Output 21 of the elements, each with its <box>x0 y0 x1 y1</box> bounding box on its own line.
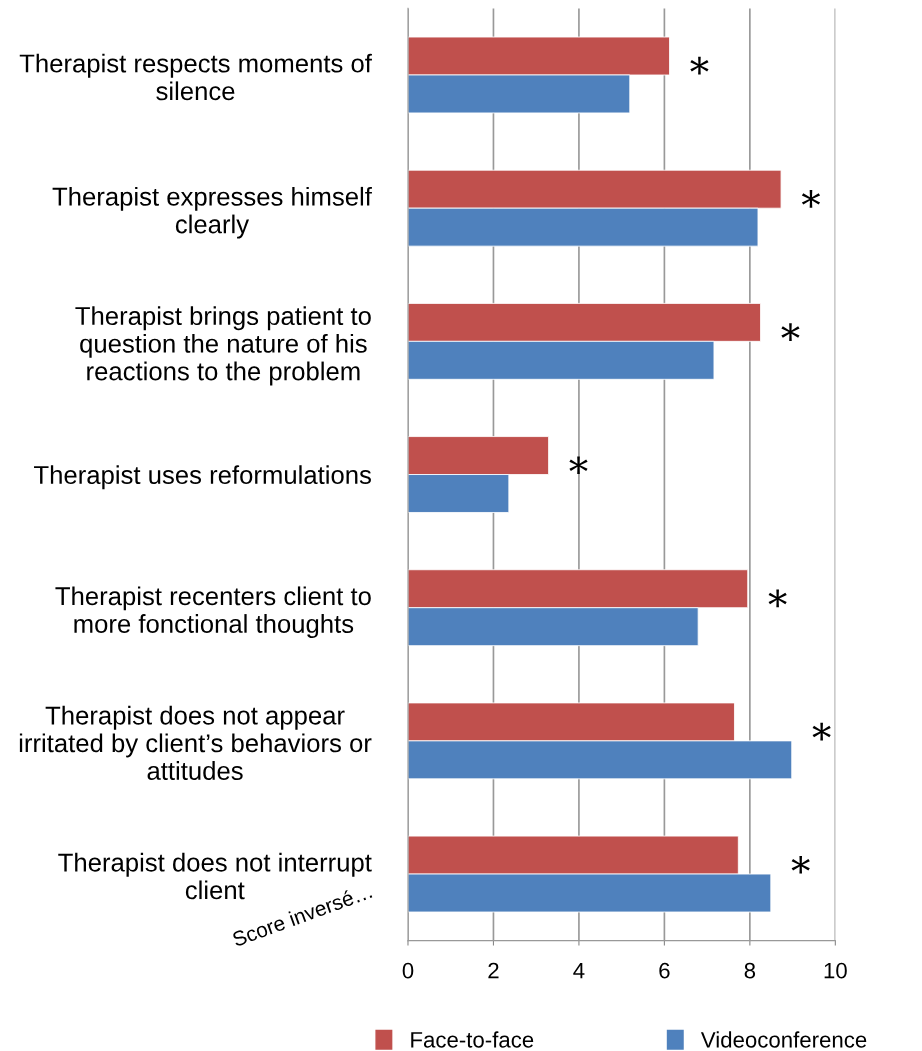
annotation: * <box>768 589 787 608</box>
x-tick-label: 0 <box>402 962 414 979</box>
annotation: * <box>569 456 588 475</box>
x-tick-label: 4 <box>573 962 585 979</box>
y-tick-label: Therapist uses reformulations <box>34 465 371 490</box>
x-tick-label: 8 <box>744 962 756 979</box>
x-tick-label: 10 <box>824 962 847 979</box>
legend-label: Videoconference <box>700 1031 867 1048</box>
annotation: * <box>812 722 831 741</box>
x-tick-label: 2 <box>488 962 499 979</box>
y-tick-label: Therapist expresses himself clearly <box>52 186 372 239</box>
y-tick-label: Therapist brings patient to question the nature of his reactions to the problem <box>75 306 371 386</box>
y-tick-label: Therapist does not appear irritated by client’s behaviors or attitudes <box>19 705 372 780</box>
annotation: * <box>801 190 821 208</box>
annotation: * <box>781 323 800 341</box>
annotation: * <box>791 855 810 874</box>
legend-label: Face-to-face <box>411 1031 534 1048</box>
y-tick-label: Therapist recenters client to more fonctional thoughts <box>55 586 371 639</box>
annotation: * <box>690 56 709 75</box>
x-tick-label: 6 <box>659 962 670 979</box>
y-tick-label: Therapist respects moments of silence <box>19 53 372 101</box>
